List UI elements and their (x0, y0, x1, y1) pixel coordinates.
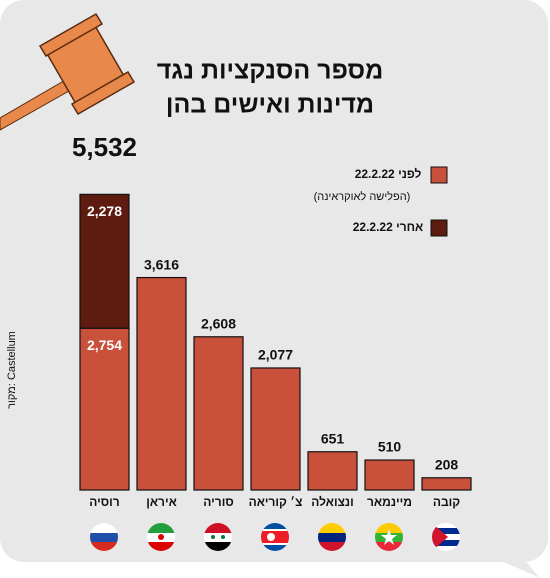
value-label: 2,608 (201, 315, 236, 331)
bar (421, 477, 472, 491)
legend-label: לפני 22.2.22 (355, 167, 422, 181)
bar (136, 276, 187, 491)
flags (90, 523, 460, 551)
legend-note: (הפלישה לאוקראינה) (314, 190, 411, 203)
x-tick-label: קובה (433, 495, 460, 509)
bar (79, 193, 130, 329)
value-label: 208 (435, 456, 459, 472)
x-tick-label: סוריה (203, 495, 233, 509)
chart-title: מדינות ואישים בהן (166, 91, 374, 119)
bar (364, 459, 415, 491)
x-tick-label: צ׳ קוריאה (249, 495, 303, 509)
bar (193, 336, 244, 491)
value-label: 651 (321, 430, 345, 446)
legend-swatch (430, 219, 448, 237)
gavel-icon (0, 12, 136, 131)
x-tick-label: ונצואלה (311, 495, 353, 509)
legend-swatch (430, 166, 448, 184)
bar (307, 451, 358, 491)
x-tick-label: איראן (146, 495, 177, 509)
legend-label: אחרי 22.2.22 (353, 220, 424, 234)
value-label: 2,077 (258, 347, 293, 363)
x-tick-label: מיינמאר (367, 495, 412, 509)
value-label: 2,278 (87, 203, 122, 219)
value-label: 3,616 (144, 256, 179, 272)
x-tick-label: רוסיה (89, 495, 119, 509)
total-label: 5,532 (72, 132, 137, 162)
value-label: 510 (378, 439, 402, 455)
value-label: 2,754 (87, 337, 122, 353)
source: מקור: Castellum (6, 331, 18, 409)
bar (250, 367, 301, 491)
chart-title: מספר הסנקציות נגד (157, 57, 384, 85)
